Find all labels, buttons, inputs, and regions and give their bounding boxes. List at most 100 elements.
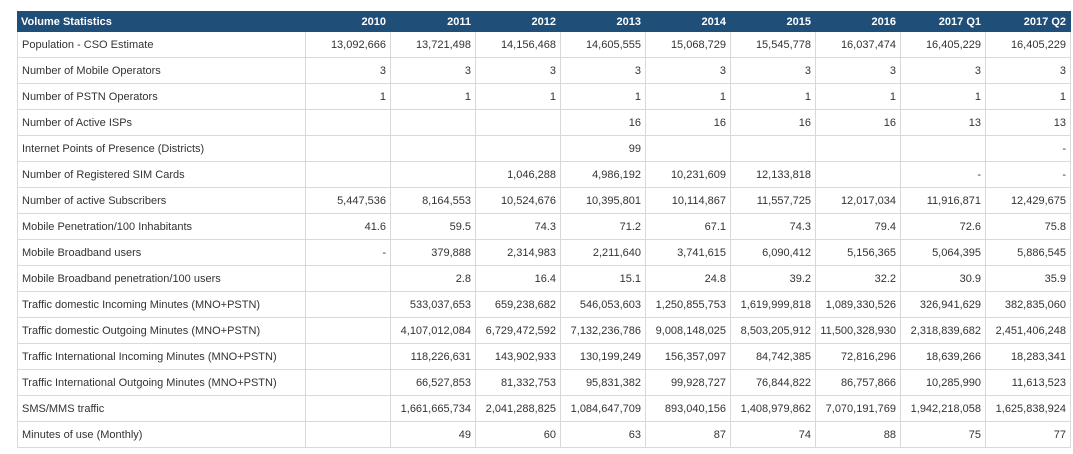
table-cell: 546,053,603 (560, 291, 646, 318)
column-header: 2017 Q1 (900, 11, 986, 32)
table-cell: 11,557,725 (730, 187, 816, 214)
table-cell: 16 (560, 109, 646, 136)
table-cell: 11,916,871 (900, 187, 986, 214)
table-cell: 10,231,609 (645, 161, 731, 188)
row-label: Number of Mobile Operators (17, 57, 306, 84)
table-row: Number of PSTN Operators 1 1 1 1 1 1 1 1 1 (17, 83, 1071, 110)
table-row: Traffic domestic Outgoing Minutes (MNO+P… (17, 317, 1071, 344)
table-cell: 1,625,838,924 (985, 395, 1071, 422)
table-cell: 99,928,727 (645, 369, 731, 396)
table-cell: 5,156,365 (815, 239, 901, 266)
table-cell: 75 (900, 421, 986, 448)
column-header: 2011 (390, 11, 476, 32)
table-cell: 74 (730, 421, 816, 448)
table-cell: 1 (305, 83, 391, 110)
table-cell (305, 161, 391, 188)
row-label: Minutes of use (Monthly) (17, 421, 306, 448)
table-cell (305, 135, 391, 162)
table-row: Minutes of use (Monthly) 49 60 63 87 74 88 75 77 (17, 421, 1071, 448)
table-cell (305, 291, 391, 318)
table-cell: 326,941,629 (900, 291, 986, 318)
table-cell: 71.2 (560, 213, 646, 240)
table-cell: 1,408,979,862 (730, 395, 816, 422)
table-cell: 659,238,682 (475, 291, 561, 318)
table-cell: 72.6 (900, 213, 986, 240)
table-cell: 382,835,060 (985, 291, 1071, 318)
row-label: Traffic domestic Incoming Minutes (MNO+P… (17, 291, 306, 318)
table-cell: 143,902,933 (475, 343, 561, 370)
table-cell: 16.4 (475, 265, 561, 292)
table-cell: 1,250,855,753 (645, 291, 731, 318)
table-cell: 2.8 (390, 265, 476, 292)
table-cell: 16 (730, 109, 816, 136)
row-label: Traffic International Outgoing Minutes (… (17, 369, 306, 396)
row-label: Number of Registered SIM Cards (17, 161, 306, 188)
table-cell: 11,613,523 (985, 369, 1071, 396)
table-row: Traffic International Outgoing Minutes (… (17, 369, 1071, 396)
table-cell: 3 (475, 57, 561, 84)
table-cell: 16 (815, 109, 901, 136)
table-cell: 30.9 (900, 265, 986, 292)
table-cell: 3 (985, 57, 1071, 84)
table-cell: 1 (900, 83, 986, 110)
table-row: Traffic International Incoming Minutes (… (17, 343, 1071, 370)
table-cell: 81,332,753 (475, 369, 561, 396)
table-cell: 16 (645, 109, 731, 136)
table-cell: 10,285,990 (900, 369, 986, 396)
table-cell: 14,605,555 (560, 31, 646, 58)
table-cell: 3 (900, 57, 986, 84)
table-cell: 6,729,472,592 (475, 317, 561, 344)
table-cell: 3,741,615 (645, 239, 731, 266)
table-cell: 3 (730, 57, 816, 84)
table-cell (900, 135, 986, 162)
table-cell: 16,037,474 (815, 31, 901, 58)
table-cell: 63 (560, 421, 646, 448)
table-cell (645, 135, 731, 162)
table-row: Mobile Broadband users -379,888 2,314,983 2… (17, 239, 1071, 266)
table-cell: 10,114,867 (645, 187, 731, 214)
table-cell: 13 (985, 109, 1071, 136)
table-cell: 1 (730, 83, 816, 110)
row-label: SMS/MMS traffic (17, 395, 306, 422)
table-cell: 130,199,249 (560, 343, 646, 370)
table-cell: 12,133,818 (730, 161, 816, 188)
table-cell: 24.8 (645, 265, 731, 292)
table-title: Volume Statistics (17, 11, 306, 32)
row-label: Population - CSO Estimate (17, 31, 306, 58)
column-header: 2017 Q2 (985, 11, 1071, 32)
table-row: Number of Active ISPs 16 16 16 16 13 13 (17, 109, 1071, 136)
table-cell: 8,164,553 (390, 187, 476, 214)
table-cell: 87 (645, 421, 731, 448)
volume-statistics-table: Volume Statistics 2010 2011 2012 2013 20… (17, 11, 1071, 448)
table-cell: 72,816,296 (815, 343, 901, 370)
table-cell: 74.3 (730, 213, 816, 240)
table-cell: 13 (900, 109, 986, 136)
table-row: Mobile Broadband penetration/100 users 2.… (17, 265, 1071, 292)
table-cell: 76,844,822 (730, 369, 816, 396)
table-cell (390, 135, 476, 162)
row-label: Mobile Penetration/100 Inhabitants (17, 213, 306, 240)
table-cell: - (985, 161, 1071, 188)
column-header: 2016 (815, 11, 901, 32)
column-header: 2010 (305, 11, 391, 32)
table-cell: 1 (390, 83, 476, 110)
table-cell: 12,017,034 (815, 187, 901, 214)
table-cell: 59.5 (390, 213, 476, 240)
row-label: Number of PSTN Operators (17, 83, 306, 110)
table-cell: 156,357,097 (645, 343, 731, 370)
table-cell: 533,037,653 (390, 291, 476, 318)
table-cell: 84,742,385 (730, 343, 816, 370)
table-cell: 3 (815, 57, 901, 84)
table-cell: 16,405,229 (900, 31, 986, 58)
table-row: Mobile Penetration/100 Inhabitants 41.6 59… (17, 213, 1071, 240)
table-cell: 1,084,647,709 (560, 395, 646, 422)
table-cell: 67.1 (645, 213, 731, 240)
table-cell (815, 161, 901, 188)
table-cell: 3 (390, 57, 476, 84)
table-cell: 18,283,341 (985, 343, 1071, 370)
table-cell: 32.2 (815, 265, 901, 292)
row-label: Traffic International Incoming Minutes (… (17, 343, 306, 370)
table-cell (730, 135, 816, 162)
table-cell: 2,314,983 (475, 239, 561, 266)
table-cell: - (305, 239, 391, 266)
